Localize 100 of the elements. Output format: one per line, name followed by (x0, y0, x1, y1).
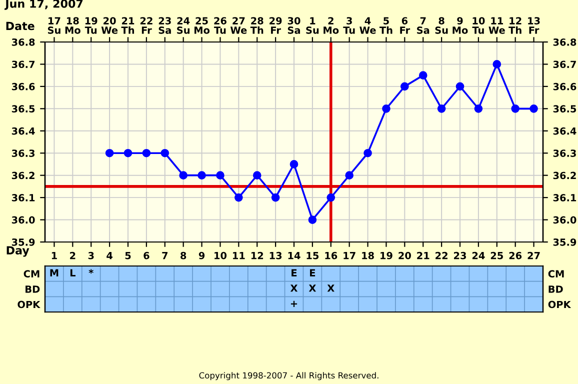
point (105, 148, 114, 158)
x2-tick-label: 4 We (360, 17, 376, 34)
y-tick-label: 35.9 (12, 238, 35, 246)
point (418, 71, 428, 80)
x-tick-label: 24 (472, 252, 485, 260)
x-tick-label: 12 (251, 252, 264, 260)
text: E (310, 269, 316, 276)
point (511, 104, 520, 113)
x-tick-label: 23 (454, 252, 466, 260)
x-tick-label: 9 (198, 252, 205, 260)
x2-tick-label: 10 Tu (472, 17, 485, 34)
y2-tick-label: 36.7 (553, 60, 576, 68)
point (492, 60, 502, 68)
point (364, 148, 372, 158)
y2-tick-label: 36.2 (553, 172, 576, 180)
point (437, 104, 446, 113)
x-tick-label: 16 (325, 252, 338, 260)
x-tick-label: 11 (233, 252, 245, 260)
y-tick-label: BD (26, 286, 40, 293)
x2-tick-label: 23 Sa (158, 17, 171, 34)
x-tick-label: 25 (490, 252, 503, 260)
x-tick-label: 21 (417, 252, 430, 260)
x-tick-label: 19 (380, 252, 392, 260)
y2-tick-label: 36.0 (553, 216, 576, 224)
point (252, 171, 262, 180)
point (142, 148, 151, 158)
point (456, 82, 464, 91)
x-tick-label: 15 (306, 252, 319, 260)
y-tick-label: 36.4 (12, 127, 35, 135)
y-tick-label: 36.1 (12, 194, 35, 202)
y2-tick-label: 36.3 (553, 150, 576, 157)
y-tick-label: 36.2 (12, 172, 34, 180)
x-tick-label: 6 (144, 252, 150, 260)
y2-tick-label: 36.5 (553, 105, 576, 112)
text: + (290, 300, 298, 308)
x2-tick-label: 7 Sa (417, 17, 430, 34)
y-tick-label: 36.0 (12, 216, 35, 224)
x2-tick-label: 26 Tu (214, 17, 226, 34)
x-tick-label: 3 (88, 252, 94, 260)
x-tick-label: 18 (362, 252, 374, 260)
x2-tick-label: 3 Tu (343, 17, 355, 34)
x2-tick-label: 17 Su (48, 17, 60, 34)
text: L (70, 269, 76, 276)
x-tick-label: 22 (436, 252, 448, 260)
x-tick-label: 14 (288, 252, 300, 260)
text: E (292, 269, 297, 276)
x-tick-label: 27 (528, 252, 540, 260)
point (326, 193, 336, 202)
x2-tick-label: 13 Fr (528, 17, 540, 34)
x2-tick-label: 30 Sa (288, 17, 300, 34)
x2-tick-label: 21 Th (121, 17, 134, 34)
point (216, 171, 224, 180)
x2-tick-label: 29 Fr (270, 17, 282, 34)
y-tick-label: 36.3 (12, 150, 35, 157)
x2-tick-label: 27 We (230, 17, 247, 34)
y2-tick-label: CM (548, 270, 564, 278)
x2-tick-label: 22 Fr (140, 17, 152, 34)
y-tick-label: 36.8 (12, 38, 35, 46)
x2-tick-label: 6 Fr (400, 17, 410, 34)
y-tick-label: 36.7 (12, 60, 35, 68)
y2-tick-label: 35.9 (553, 238, 576, 246)
point (271, 193, 280, 202)
x2-tick-label: 8 Su (435, 17, 448, 34)
x2-tick-label: 24 Su (177, 17, 190, 34)
text: X (327, 284, 334, 292)
x2-tick-label: 11 We (488, 17, 505, 34)
y-tick-label: CM (24, 270, 40, 278)
x-tick-label: 17 (344, 252, 356, 260)
point (382, 104, 390, 113)
x-axis-title: Day (6, 246, 30, 257)
x2-tick-label: 18 Mo (65, 17, 80, 34)
point (308, 216, 317, 224)
y2-tick-label: 36.1 (553, 194, 576, 202)
x2-tick-label: 28 Th (250, 17, 264, 34)
x2-tick-label: 25 Mo (194, 17, 210, 34)
point (198, 171, 206, 180)
x-tick-label: 13 (270, 252, 282, 260)
point (124, 148, 132, 158)
y-tick-label: 36.5 (12, 105, 35, 112)
x-tick-label: 26 (509, 252, 522, 260)
x2-tick-label: 9 Mo (452, 17, 468, 34)
y2-tick-label: 36.6 (553, 82, 576, 90)
point (400, 82, 409, 91)
x-tick-label: 4 (106, 252, 112, 260)
y2-tick-label: 36.4 (553, 127, 576, 135)
y2-tick-label: 36.8 (553, 38, 576, 46)
point (474, 104, 483, 113)
x2-tick-label: 20 We (101, 17, 118, 34)
text: * (88, 269, 94, 274)
point (345, 171, 354, 180)
text: X (290, 284, 298, 292)
x2-tick-label: 19 Tu (84, 17, 98, 34)
x-tick-label: 7 (162, 252, 168, 260)
x2-tick-label: 5 Th (379, 17, 392, 34)
x2-tick-label: 1 Su (306, 17, 319, 34)
text: M (50, 269, 58, 276)
point (234, 193, 243, 202)
point (530, 104, 538, 113)
x2-axis-title: Date (6, 22, 34, 30)
x-tick-label: 1 (52, 252, 57, 260)
